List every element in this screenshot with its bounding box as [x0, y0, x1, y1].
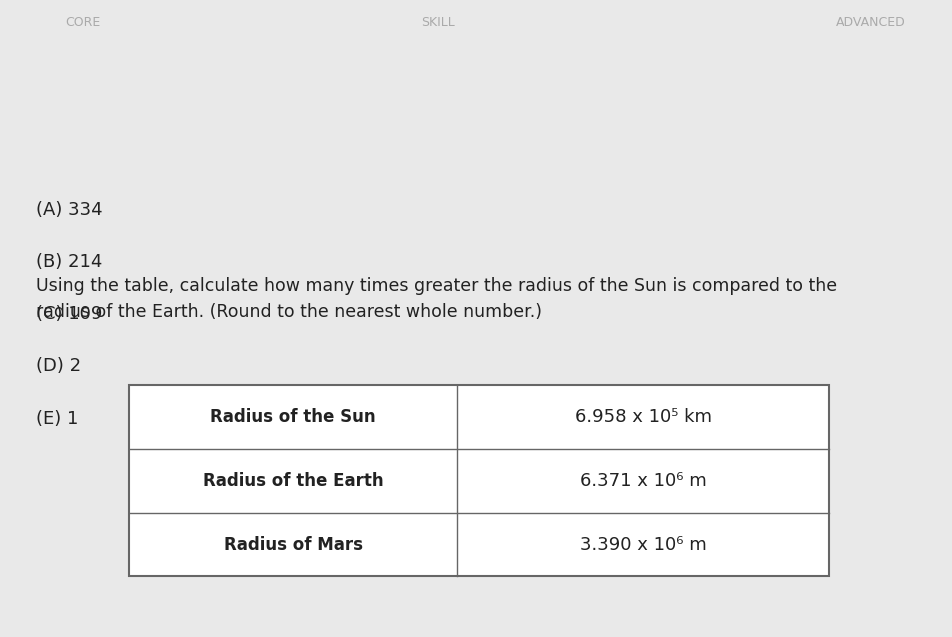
- Text: (B) 214: (B) 214: [36, 253, 103, 271]
- Text: (E) 1: (E) 1: [36, 410, 78, 427]
- Bar: [129, 385, 828, 576]
- Text: (A) 334: (A) 334: [36, 201, 103, 218]
- Text: Radius of the Earth: Radius of the Earth: [203, 472, 383, 490]
- Text: SKILL: SKILL: [421, 16, 455, 29]
- Text: (C) 109: (C) 109: [36, 305, 103, 323]
- Text: Radius of Mars: Radius of Mars: [224, 536, 362, 554]
- Text: (D) 2: (D) 2: [36, 357, 81, 375]
- Bar: [129, 385, 828, 576]
- Text: ADVANCED: ADVANCED: [835, 16, 904, 29]
- Text: 3.390 x 10⁶ m: 3.390 x 10⁶ m: [579, 536, 706, 554]
- Text: 6.958 x 10⁵ km: 6.958 x 10⁵ km: [574, 408, 711, 426]
- Text: Radius of the Sun: Radius of the Sun: [210, 408, 375, 426]
- Text: Using the table, calculate how many times greater the radius of the Sun is compa: Using the table, calculate how many time…: [36, 277, 837, 322]
- Text: 6.371 x 10⁶ m: 6.371 x 10⁶ m: [579, 472, 706, 490]
- Text: CORE: CORE: [65, 16, 100, 29]
